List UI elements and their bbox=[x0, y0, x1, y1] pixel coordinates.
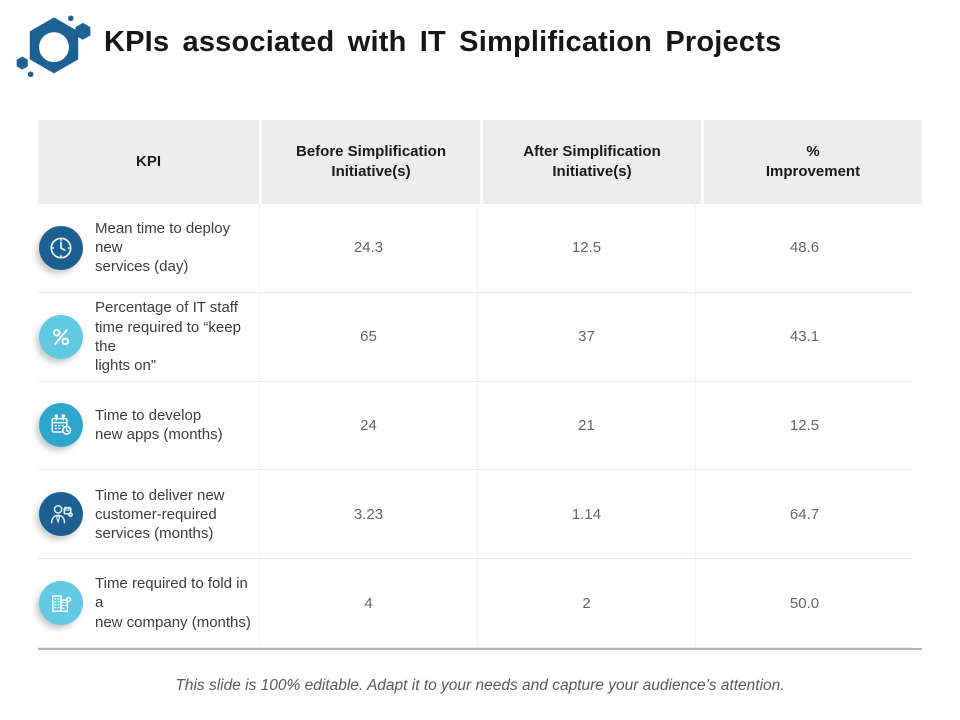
improvement-value: 50.0 bbox=[695, 559, 913, 648]
kpi-label: Time to develop new apps (months) bbox=[95, 407, 223, 444]
improvement-value: 12.5 bbox=[695, 381, 913, 471]
kpi-label: Time required to fold in a new company (… bbox=[95, 575, 251, 631]
after-value: 21 bbox=[477, 381, 695, 471]
table-row: Mean time to deploy new services (day) 2… bbox=[38, 204, 922, 293]
header-improvement: % Improvement bbox=[704, 120, 922, 204]
kpi-table: KPI Before Simplification Initiative(s) … bbox=[38, 120, 922, 650]
table-body: Mean time to deploy new services (day) 2… bbox=[38, 204, 922, 650]
improvement-value: 43.1 bbox=[695, 292, 913, 382]
after-value: 2 bbox=[477, 559, 695, 648]
header-kpi: KPI bbox=[38, 120, 259, 204]
kpi-label: Time to deliver new customer-required se… bbox=[95, 486, 225, 542]
before-value: 65 bbox=[259, 292, 477, 382]
improvement-value: 64.7 bbox=[695, 470, 913, 560]
before-value: 24.3 bbox=[259, 204, 477, 293]
hexagon-logo bbox=[12, 8, 96, 86]
footer-note: This slide is 100% editable. Adapt it to… bbox=[175, 677, 785, 694]
before-value: 4 bbox=[259, 559, 477, 648]
after-value: 12.5 bbox=[477, 204, 695, 293]
kpi-label: Mean time to deploy new services (day) bbox=[95, 220, 231, 276]
before-value: 3.23 bbox=[259, 470, 477, 560]
header-before: Before Simplification Initiative(s) bbox=[262, 120, 480, 204]
person-calendar-icon bbox=[39, 492, 83, 537]
hexagon-logo-graphic bbox=[16, 15, 91, 78]
table-row: Percentage of IT staff time required to … bbox=[38, 292, 922, 382]
table-row: Time to develop new apps (months) 24 21 … bbox=[38, 381, 922, 471]
table-row: Time required to fold in a new company (… bbox=[38, 559, 922, 648]
improvement-value: 48.6 bbox=[695, 204, 913, 293]
before-value: 24 bbox=[259, 381, 477, 471]
page-title: KPIs associated with IT Simplification P… bbox=[104, 26, 782, 58]
after-value: 1.14 bbox=[477, 470, 695, 560]
percent-icon bbox=[39, 314, 83, 359]
table-header: KPI Before Simplification Initiative(s) … bbox=[38, 120, 922, 204]
buildings-icon bbox=[39, 581, 83, 626]
header-after: After Simplification Initiative(s) bbox=[483, 120, 701, 204]
table-row: Time to deliver new customer-required se… bbox=[38, 470, 922, 560]
clock-icon bbox=[39, 225, 83, 270]
kpi-label: Percentage of IT staff time required to … bbox=[95, 299, 241, 374]
calendar-clock-icon bbox=[39, 403, 83, 448]
after-value: 37 bbox=[477, 292, 695, 382]
